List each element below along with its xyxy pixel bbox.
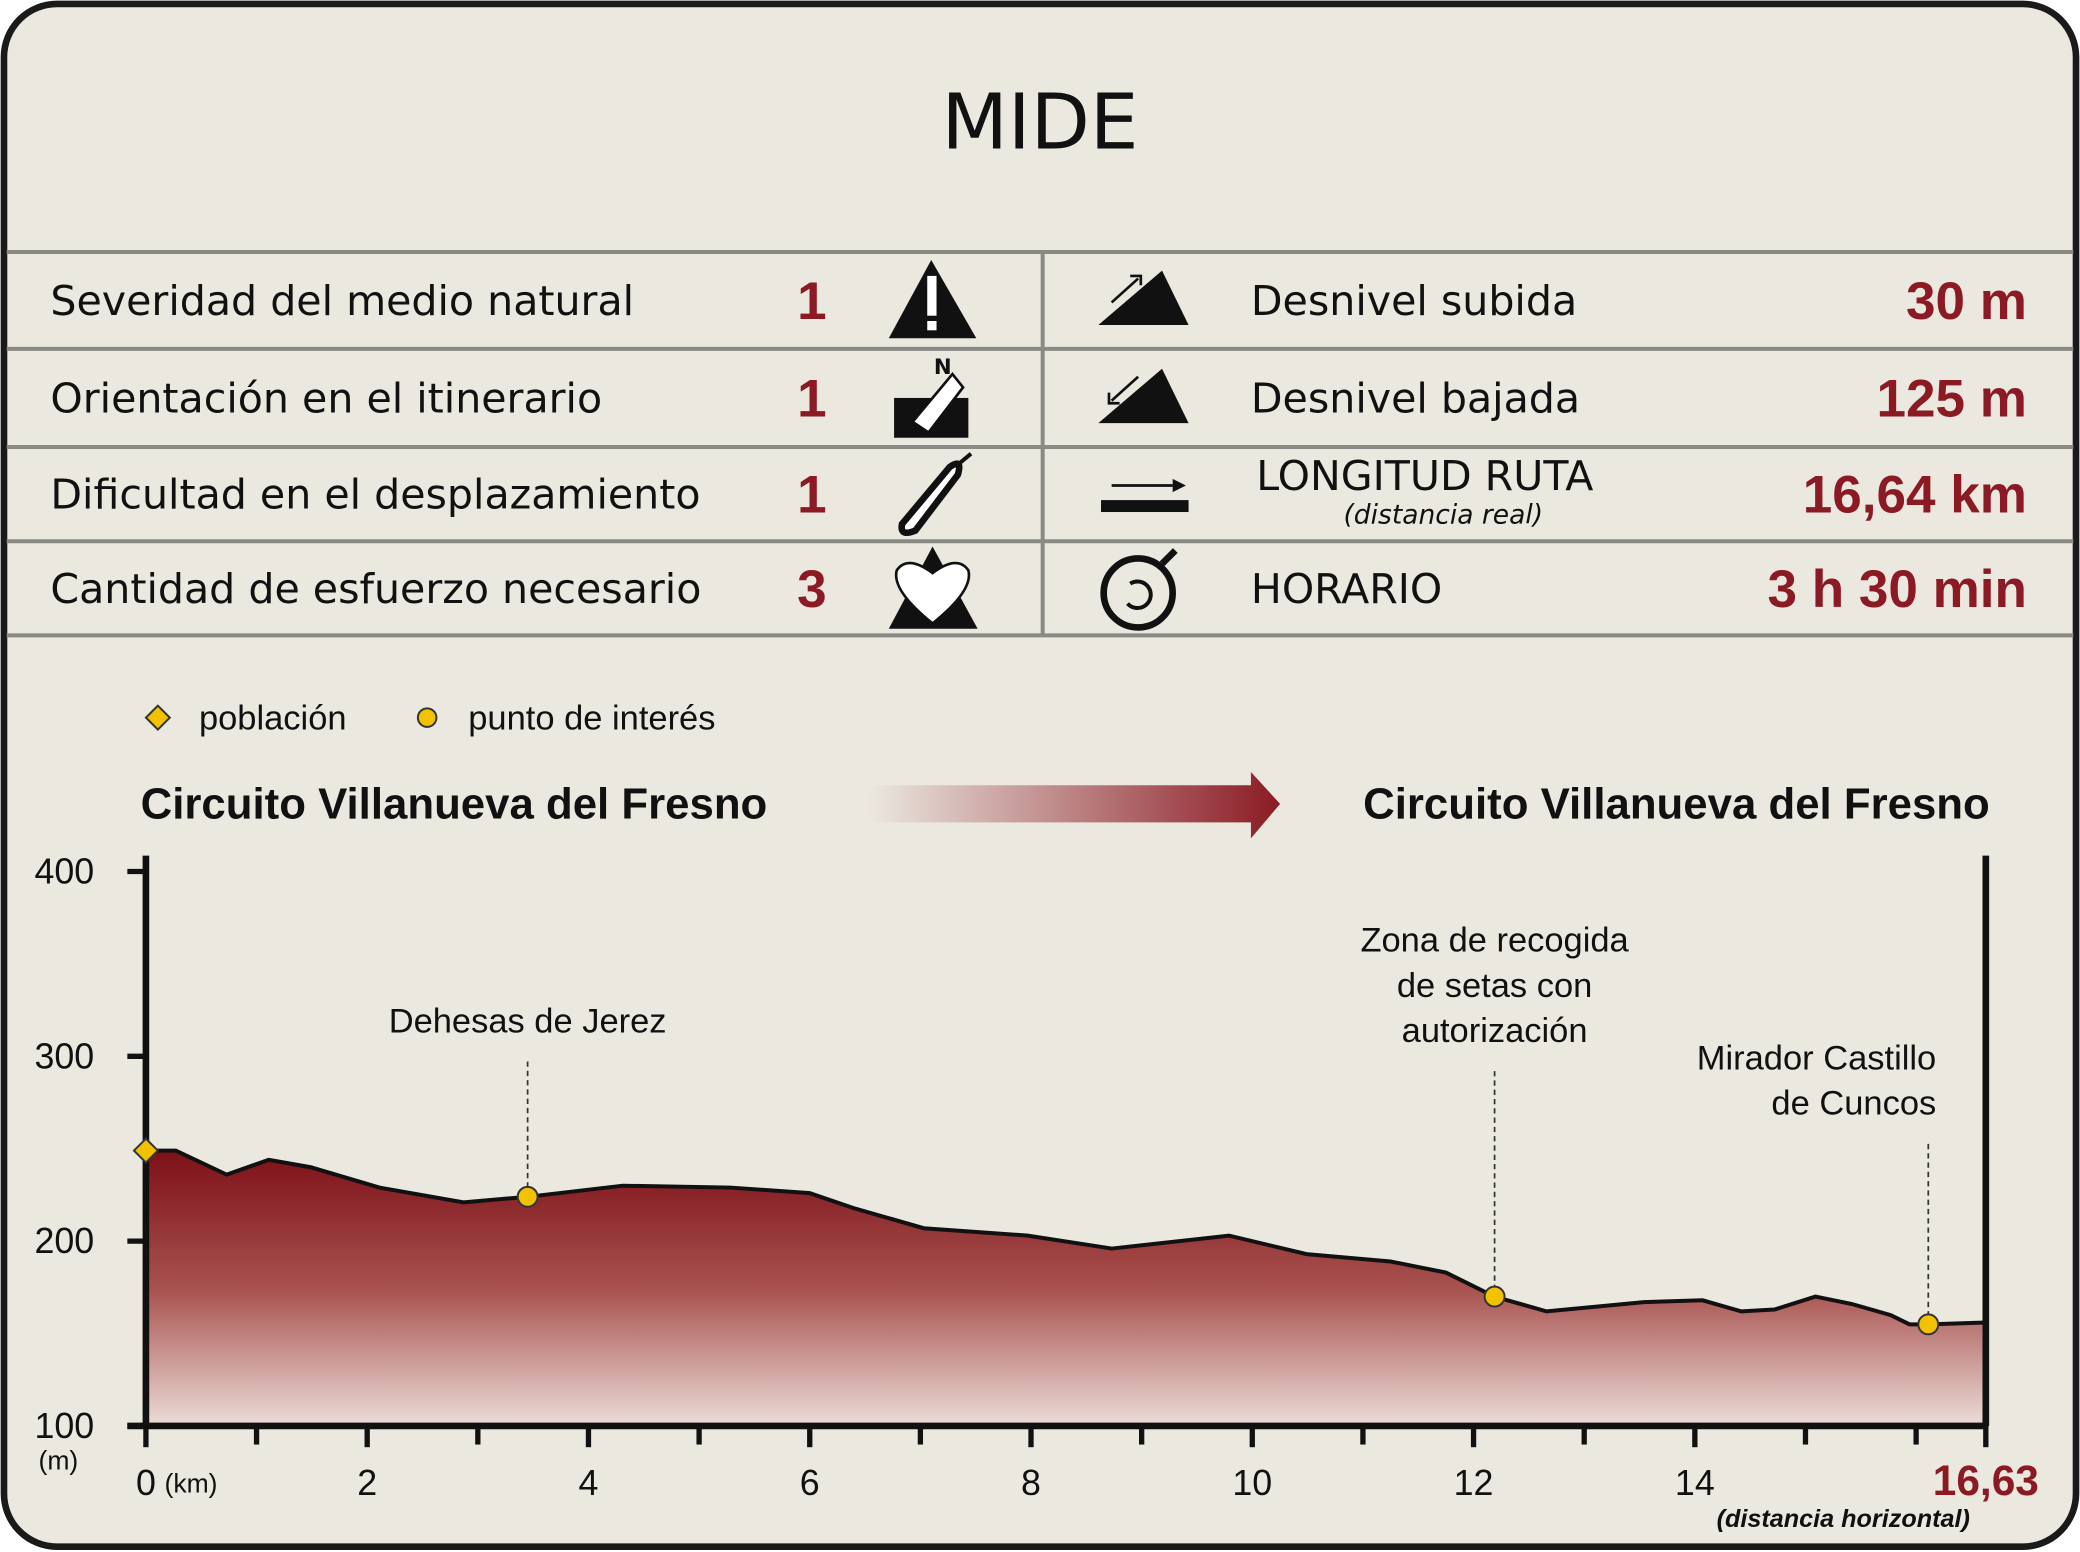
elevation-line <box>145 1148 1986 1327</box>
title: MIDE <box>942 79 1139 168</box>
legend-label: población <box>199 700 347 738</box>
row-value: 16,64 km <box>1803 466 2027 525</box>
x-tick-label: 2 <box>357 1463 377 1503</box>
row-value: 125 m <box>1877 370 2027 429</box>
row-label: HORARIO <box>1251 565 1442 613</box>
row-label: Desnivel bajada <box>1251 375 1580 423</box>
row-value: 1 <box>797 466 827 525</box>
icons: N <box>888 259 1189 631</box>
poi-marker <box>1483 1285 1506 1308</box>
row-sublabel: (distancia real) <box>1343 499 1543 530</box>
y-tick-label: 300 <box>34 1036 94 1076</box>
legend-marker <box>144 704 172 731</box>
y-tick-label: 100 <box>34 1406 94 1446</box>
x-tick-label: 8 <box>1021 1463 1041 1503</box>
row-label: Desnivel subida <box>1251 277 1577 325</box>
annotation: autorización <box>1402 1012 1588 1050</box>
town-marker <box>132 1137 160 1164</box>
x-tick-label: 16,63 <box>1933 1457 2039 1504</box>
x-tick-label: 4 <box>579 1463 599 1503</box>
row-label: Dificultad en el desplazamiento <box>50 471 700 519</box>
poi-marker <box>1917 1313 1940 1336</box>
row-label: Orientación en el itinerario <box>50 375 602 423</box>
legend-label: punto de interés <box>468 700 715 738</box>
annotation: Zona de recogida <box>1360 922 1629 960</box>
y-tick-label: 400 <box>34 851 94 891</box>
x-tick-label: 0 <box>136 1463 156 1503</box>
direction-arrow <box>868 772 1281 839</box>
y-tick-label: 200 <box>34 1221 94 1261</box>
end-label: Circuito Villanueva del Fresno <box>1363 779 1990 828</box>
x-tick-label: 10 <box>1232 1463 1272 1503</box>
annotation: de setas con <box>1397 967 1592 1005</box>
row-value: 3 h 30 min <box>1767 560 2026 619</box>
start-label: Circuito Villanueva del Fresno <box>141 779 768 828</box>
table-grid <box>6 250 2074 638</box>
x-tick-label: 14 <box>1675 1463 1715 1503</box>
elevation-area <box>145 1150 1986 1426</box>
annotation: Dehesas de Jerez <box>389 1002 667 1040</box>
annotation: Mirador Castillo <box>1697 1040 1936 1078</box>
x-unit: (km) <box>164 1468 217 1498</box>
row-label: Cantidad de esfuerzo necesario <box>50 565 701 613</box>
y-unit: (m) <box>38 1446 78 1476</box>
annotation: de Cuncos <box>1771 1085 1936 1123</box>
row-label: LONGITUD RUTA <box>1256 452 1593 500</box>
x-note: (distancia horizontal) <box>1717 1505 1970 1533</box>
poi-marker <box>516 1185 539 1208</box>
x-tick-label: 6 <box>800 1463 820 1503</box>
row-label: Severidad del medio natural <box>50 277 634 325</box>
svg-text:N: N <box>934 355 952 380</box>
row-value: 1 <box>797 370 827 429</box>
x-tick-label: 12 <box>1454 1463 1494 1503</box>
legend-marker <box>416 707 438 728</box>
row-value: 3 <box>797 560 827 619</box>
row-value: 30 m <box>1906 272 2027 331</box>
row-value: 1 <box>797 272 827 331</box>
